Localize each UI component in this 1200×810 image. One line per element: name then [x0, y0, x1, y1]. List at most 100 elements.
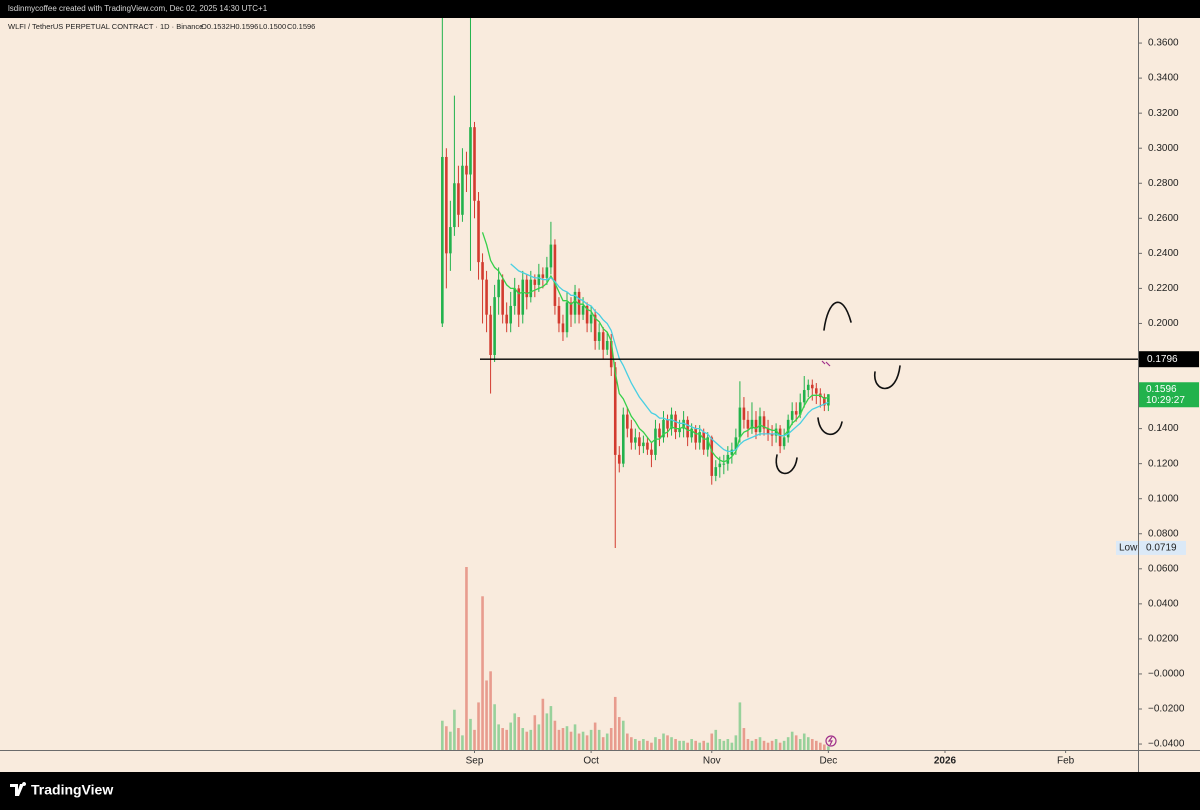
candle-body	[650, 449, 653, 455]
x-tick-label: Dec	[819, 756, 837, 767]
x-tick-label: Nov	[703, 756, 721, 767]
candle-body	[802, 390, 806, 403]
volume-bar	[770, 740, 774, 750]
axes: 0.3600 0.3400 0.3200 0.3000 0.2800 0.2600 0.24…	[466, 38, 1199, 767]
y-tick-label: 0.3600	[1148, 38, 1179, 49]
volume-bar	[670, 737, 673, 750]
volume-bar	[617, 717, 621, 750]
volume-bar	[626, 733, 629, 750]
volume-bar	[521, 728, 525, 750]
candle-body	[521, 279, 525, 315]
candle-body	[621, 414, 625, 464]
candle-body	[485, 279, 488, 315]
volume-bar	[501, 728, 504, 750]
drawn-arc	[775, 454, 798, 475]
candle-body	[730, 449, 734, 455]
candle-body	[561, 323, 565, 333]
y-tick-label: 0.3200	[1148, 108, 1179, 119]
candle-body	[601, 332, 605, 350]
volume-bar	[726, 739, 730, 750]
volume-bar	[706, 742, 710, 750]
x-tick-label: Sep	[466, 756, 484, 767]
volume-bar	[827, 746, 830, 750]
y-tick-label: 0.1000	[1148, 493, 1179, 504]
candle-body	[710, 437, 714, 476]
candle-body	[445, 156, 448, 254]
y-tick-label: 0.2400	[1148, 248, 1179, 259]
candle-body	[794, 411, 798, 415]
volume-bar	[497, 724, 500, 750]
overlay-layer	[481, 232, 829, 463]
y-tick-label: 0.0600	[1148, 563, 1179, 574]
volume-bar	[746, 739, 750, 750]
volume-bar	[545, 713, 549, 750]
candle-body	[505, 314, 508, 324]
candle-body	[513, 288, 517, 306]
candle-body	[501, 279, 504, 315]
candle-body	[750, 419, 754, 429]
volume-bar	[802, 733, 806, 750]
y-tick-label: 0.3000	[1148, 143, 1179, 154]
volume-bar	[678, 740, 681, 750]
candle-body	[706, 437, 710, 450]
volume-bar	[710, 733, 714, 750]
volume-bar	[505, 729, 508, 750]
candle-body	[642, 442, 645, 447]
marker	[821, 360, 831, 367]
candle-body	[758, 416, 762, 433]
candle-body	[694, 428, 697, 443]
candle-body	[537, 274, 541, 285]
candle-body	[686, 419, 689, 438]
volume-bar	[794, 735, 798, 750]
volume-bar	[790, 731, 794, 750]
volume-bar	[674, 739, 677, 750]
candle-body	[678, 428, 681, 433]
candle-body	[786, 419, 790, 438]
volume-bar	[698, 742, 701, 750]
volume-bar	[553, 720, 557, 750]
candle-body	[609, 340, 613, 368]
candle-body	[806, 384, 810, 391]
volume-bar	[453, 709, 456, 750]
candle-body	[549, 244, 553, 268]
candle-body	[630, 428, 633, 443]
candle-body	[654, 428, 657, 455]
volume-bar	[577, 733, 581, 750]
candle-body	[573, 291, 577, 315]
volume-bar	[718, 739, 722, 750]
y-tick-label: 0.1400	[1148, 423, 1179, 434]
candle-body	[493, 297, 496, 355]
volume-bar	[589, 729, 593, 750]
volume-bar	[738, 702, 742, 750]
candle-body	[617, 454, 621, 464]
candle-body	[714, 467, 718, 476]
volume-bar	[525, 731, 529, 750]
candle-body	[477, 200, 480, 263]
volume-bar	[613, 696, 617, 750]
volume-bar	[473, 729, 476, 750]
candle-body	[449, 227, 452, 254]
moving-average	[510, 263, 829, 453]
candle-body	[658, 428, 661, 438]
candle-body	[734, 437, 738, 450]
candle-body	[593, 314, 597, 341]
candle-body	[823, 397, 826, 406]
candle-body	[457, 183, 460, 215]
volume-bar	[573, 724, 577, 750]
candle-body	[489, 314, 492, 355]
candle-body	[465, 165, 468, 175]
candle-body	[533, 279, 537, 285]
logo-mark	[10, 782, 27, 796]
volume-bar	[823, 744, 826, 750]
candle-body	[581, 305, 585, 315]
low-price-box	[1139, 540, 1186, 555]
y-tick-label: 0.0800	[1148, 528, 1179, 539]
candle-body	[770, 433, 774, 436]
volume-bar	[585, 735, 589, 750]
volume-bar	[593, 722, 597, 750]
candle-body	[517, 288, 521, 315]
event-icon-bolt	[827, 736, 833, 746]
logo-text: TradingView	[31, 782, 113, 798]
logo: TradingView	[10, 782, 113, 798]
